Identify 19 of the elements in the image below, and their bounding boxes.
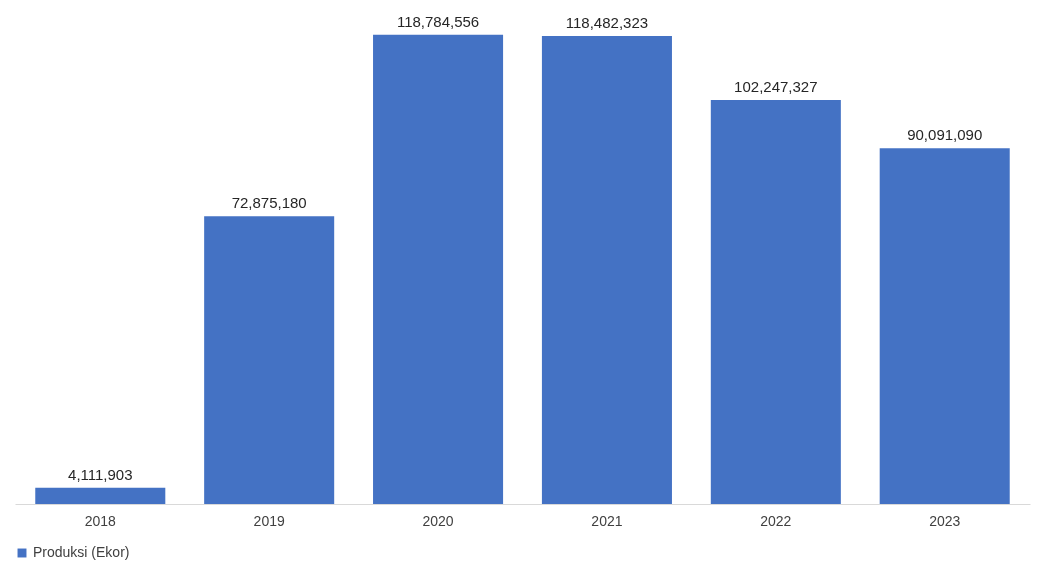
- data-label: 118,784,556: [396, 12, 480, 30]
- bar: [879, 148, 1010, 504]
- bar: [373, 34, 504, 504]
- data-label: 90,091,090: [907, 126, 983, 144]
- x-tick-label: 2021: [591, 512, 623, 529]
- data-label: 4,111,903: [68, 465, 133, 483]
- x-tick-label: 2018: [84, 512, 117, 529]
- bar: [541, 35, 672, 504]
- data-label: 102,247,327: [734, 78, 818, 96]
- data-label: 72,875,180: [231, 194, 307, 212]
- x-tick-label: 2022: [760, 512, 792, 529]
- x-tick-label: 2023: [929, 512, 961, 529]
- bar: [35, 487, 166, 504]
- x-tick-label: 2020: [422, 512, 454, 529]
- bar: [204, 216, 335, 504]
- bar: [710, 100, 841, 504]
- data-label: 118,482,323: [565, 13, 649, 31]
- legend-label: Produksi (Ekor): [33, 544, 130, 560]
- x-tick-label: 2019: [253, 512, 285, 529]
